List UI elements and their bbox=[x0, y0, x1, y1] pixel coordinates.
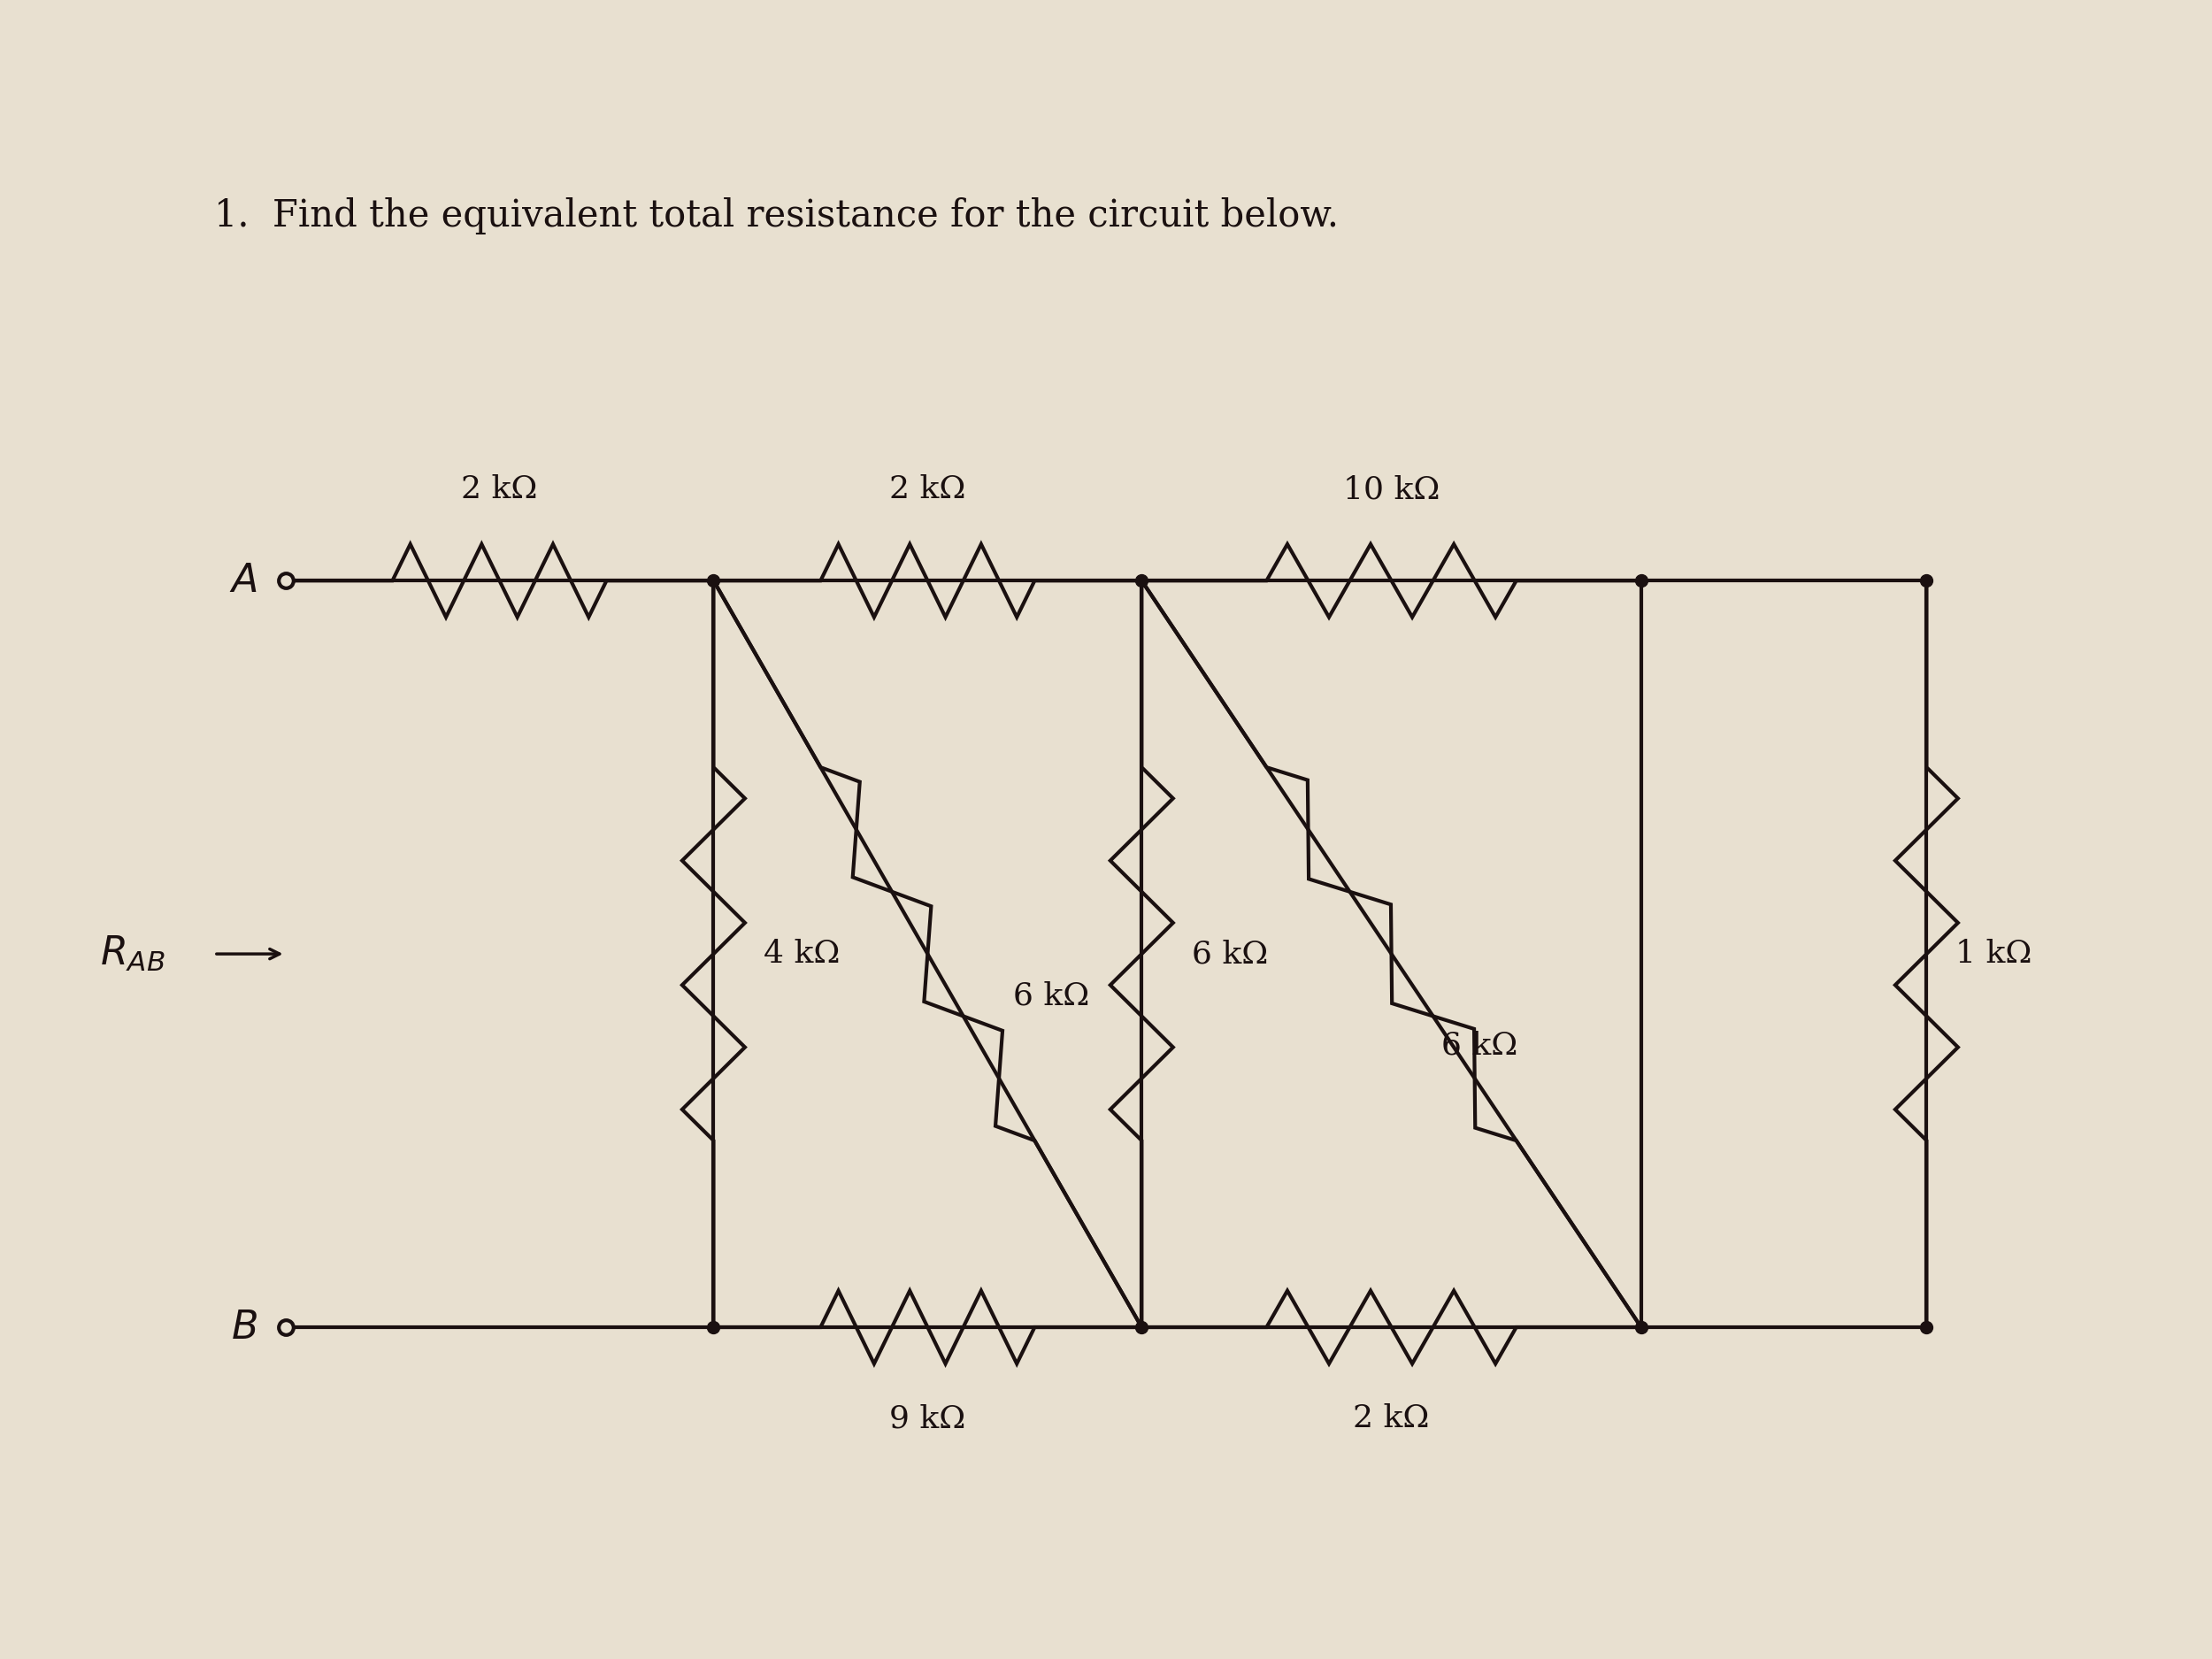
Text: 2 kΩ: 2 kΩ bbox=[1354, 1404, 1429, 1433]
Text: 2 kΩ: 2 kΩ bbox=[462, 474, 538, 504]
Text: $A$: $A$ bbox=[228, 561, 257, 601]
Text: 1 kΩ: 1 kΩ bbox=[1955, 939, 2031, 969]
Text: 6 kΩ: 6 kΩ bbox=[1442, 1030, 1517, 1060]
Text: 9 kΩ: 9 kΩ bbox=[889, 1404, 967, 1433]
Text: $R_{AB}$: $R_{AB}$ bbox=[100, 934, 166, 974]
Text: 6 kΩ: 6 kΩ bbox=[1013, 980, 1091, 1010]
Text: $B$: $B$ bbox=[230, 1307, 257, 1347]
Text: 1.  Find the equivalent total resistance for the circuit below.: 1. Find the equivalent total resistance … bbox=[215, 197, 1338, 234]
Text: 4 kΩ: 4 kΩ bbox=[763, 939, 841, 969]
Text: 10 kΩ: 10 kΩ bbox=[1343, 474, 1440, 504]
Text: 6 kΩ: 6 kΩ bbox=[1192, 939, 1267, 969]
Text: 2 kΩ: 2 kΩ bbox=[889, 474, 967, 504]
